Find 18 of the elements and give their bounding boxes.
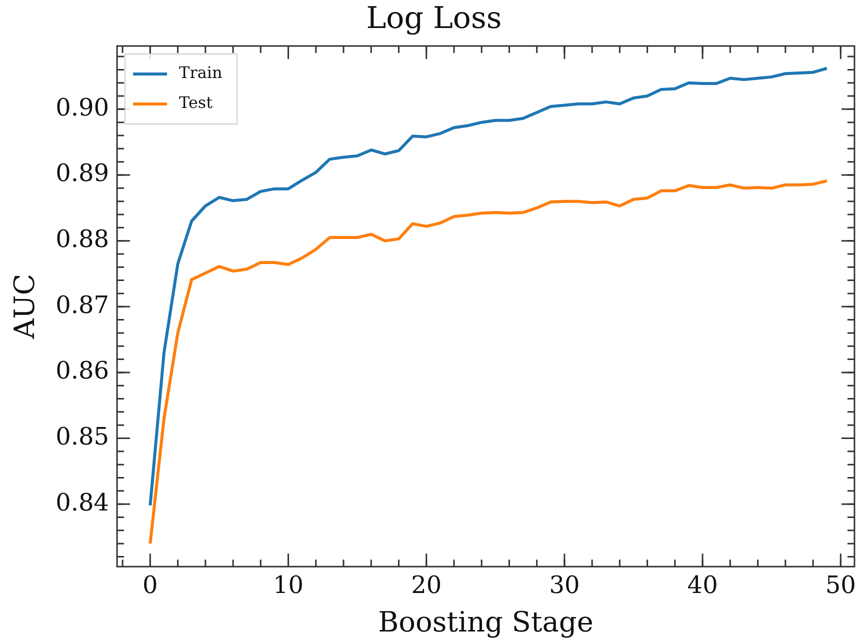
y-tick-label: 0.87 <box>56 290 110 319</box>
x-tick-label: 20 <box>411 571 442 600</box>
y-tick-label: 0.85 <box>56 422 110 450</box>
x-tick-label: 40 <box>687 571 718 600</box>
y-tick-label: 0.86 <box>56 356 110 385</box>
x-axis-title: Boosting Stage <box>378 605 594 638</box>
y-tick-label: 0.90 <box>56 93 110 122</box>
y-tick-label: 0.89 <box>56 159 110 188</box>
x-tick-label: 10 <box>273 571 304 600</box>
y-tick-label: 0.88 <box>56 225 110 254</box>
y-tick-label: 0.84 <box>56 488 110 516</box>
x-tick-label: 0 <box>142 571 158 600</box>
x-tick-label: 30 <box>549 571 580 600</box>
x-tick-label: 50 <box>825 571 856 600</box>
chart-title: Log Loss <box>366 0 502 36</box>
y-axis-title: AUC <box>8 274 42 340</box>
legend-label: Train <box>179 63 222 82</box>
legend-label: Test <box>179 93 214 112</box>
